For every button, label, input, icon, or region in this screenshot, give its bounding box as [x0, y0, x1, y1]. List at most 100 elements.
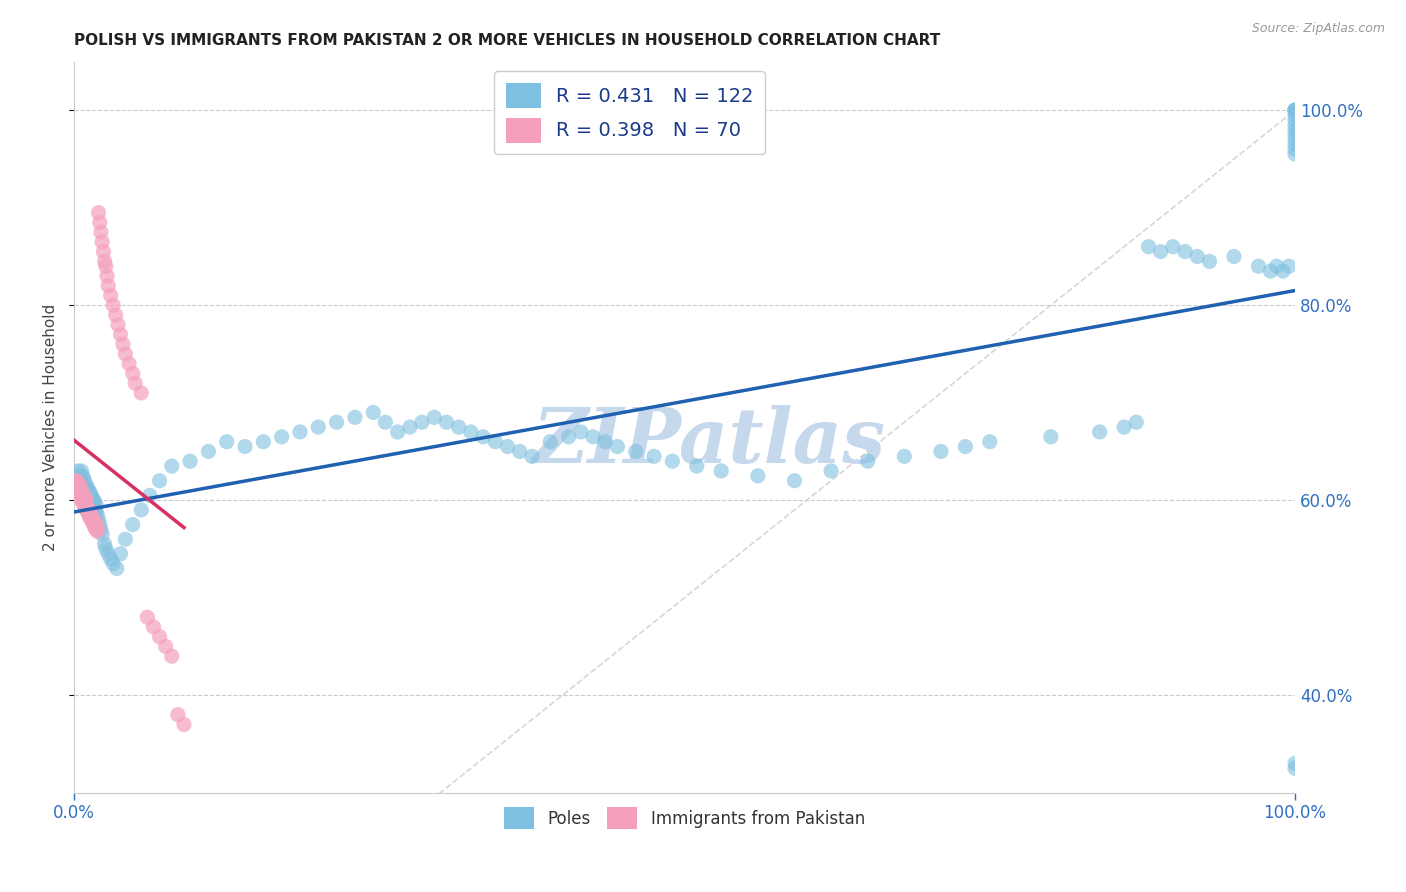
Point: [86, 524, 108, 539]
Point: [83, 517, 105, 532]
Point: [79, 505, 101, 519]
Point: [70, 483, 93, 498]
Point: [100, 551, 122, 566]
Point: [436, 415, 458, 429]
Point: [1174, 244, 1197, 259]
Point: [160, 649, 183, 664]
Point: [307, 420, 329, 434]
Point: [73, 498, 96, 512]
Point: [148, 474, 170, 488]
Point: [1284, 137, 1306, 152]
Point: [1265, 259, 1288, 273]
Point: [114, 347, 136, 361]
Point: [1284, 103, 1306, 118]
Point: [215, 434, 238, 449]
Point: [484, 434, 506, 449]
Point: [270, 430, 292, 444]
Point: [1198, 254, 1220, 268]
Point: [107, 318, 129, 332]
Point: [82, 510, 104, 524]
Point: [1284, 128, 1306, 142]
Point: [820, 464, 842, 478]
Point: [91, 527, 114, 541]
Point: [747, 468, 769, 483]
Point: [624, 444, 647, 458]
Point: [1223, 250, 1246, 264]
Point: [979, 434, 1001, 449]
Point: [94, 541, 117, 556]
Point: [148, 630, 170, 644]
Point: [252, 434, 274, 449]
Point: [91, 235, 114, 249]
Point: [104, 308, 127, 322]
Point: [97, 278, 120, 293]
Point: [73, 493, 96, 508]
Point: [783, 474, 806, 488]
Point: [1187, 250, 1209, 264]
Point: [76, 500, 98, 514]
Text: Source: ZipAtlas.com: Source: ZipAtlas.com: [1251, 22, 1385, 36]
Point: [139, 488, 162, 502]
Text: ZIPatlas: ZIPatlas: [533, 405, 886, 479]
Point: [84, 523, 107, 537]
Point: [93, 254, 115, 268]
Point: [70, 488, 93, 502]
Point: [142, 620, 165, 634]
Point: [1284, 147, 1306, 161]
Point: [1125, 415, 1147, 429]
Point: [1278, 259, 1301, 273]
Point: [89, 215, 111, 229]
Point: [423, 410, 446, 425]
Point: [1284, 132, 1306, 146]
Point: [167, 707, 190, 722]
Point: [1271, 264, 1294, 278]
Point: [83, 500, 105, 514]
Point: [1284, 122, 1306, 136]
Point: [66, 475, 89, 490]
Point: [129, 386, 152, 401]
Point: [893, 450, 915, 464]
Point: [65, 474, 87, 488]
Point: [76, 505, 98, 519]
Point: [72, 485, 94, 500]
Point: [173, 717, 195, 731]
Point: [69, 478, 91, 492]
Point: [101, 298, 124, 312]
Point: [67, 468, 90, 483]
Point: [582, 430, 605, 444]
Point: [593, 434, 616, 449]
Point: [1284, 103, 1306, 118]
Point: [79, 493, 101, 508]
Point: [83, 513, 105, 527]
Point: [124, 376, 146, 391]
Point: [447, 420, 470, 434]
Point: [77, 508, 100, 522]
Point: [75, 485, 97, 500]
Point: [84, 505, 107, 519]
Point: [90, 523, 112, 537]
Point: [538, 434, 561, 449]
Point: [67, 478, 90, 492]
Point: [1284, 756, 1306, 771]
Point: [1112, 420, 1135, 434]
Point: [75, 490, 97, 504]
Point: [398, 420, 420, 434]
Point: [1088, 425, 1111, 439]
Point: [1161, 240, 1184, 254]
Point: [89, 517, 111, 532]
Point: [65, 478, 87, 492]
Point: [361, 405, 384, 419]
Point: [80, 513, 103, 527]
Point: [70, 475, 93, 490]
Point: [83, 515, 105, 529]
Point: [129, 503, 152, 517]
Point: [155, 640, 177, 654]
Point: [77, 503, 100, 517]
Point: [1039, 430, 1062, 444]
Point: [118, 357, 141, 371]
Point: [65, 474, 87, 488]
Point: [96, 268, 118, 283]
Point: [325, 415, 347, 429]
Point: [710, 464, 733, 478]
Point: [69, 483, 91, 498]
